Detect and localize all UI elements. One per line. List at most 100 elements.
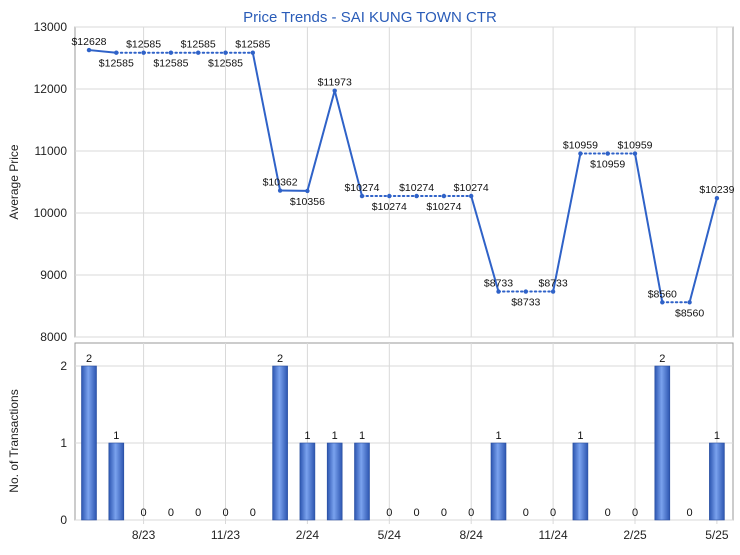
price-tick-label: 13000 (34, 20, 68, 34)
price-point (196, 51, 200, 55)
transaction-count-label: 0 (141, 507, 147, 519)
transaction-count-label: 1 (304, 430, 310, 442)
transaction-count-label: 1 (113, 430, 119, 442)
price-data-label: $8733 (538, 278, 567, 290)
chart-title: Price Trends - SAI KUNG TOWN CTR (243, 9, 497, 26)
price-point (469, 194, 473, 198)
transactions-plot-frame (75, 343, 733, 520)
price-data-label: $8560 (648, 288, 677, 300)
price-data-label: $10274 (399, 182, 434, 194)
x-tick-label: 5/25 (705, 528, 729, 542)
transaction-count-label: 1 (495, 430, 501, 442)
price-tick-label: 11000 (35, 144, 68, 158)
transactions-tick-label: 0 (60, 513, 67, 527)
transaction-count-label: 0 (632, 507, 638, 519)
price-data-label: $12585 (99, 58, 134, 70)
transaction-bar (355, 443, 370, 520)
x-tick-label: 2/25 (623, 528, 647, 542)
transaction-count-label: 0 (414, 507, 420, 519)
price-point (387, 194, 391, 198)
transaction-bar (82, 366, 97, 520)
price-data-label: $12628 (71, 36, 106, 48)
price-data-label: $10959 (590, 159, 625, 171)
price-data-label: $12585 (153, 58, 188, 70)
price-point (715, 196, 719, 200)
price-data-label: $10274 (372, 201, 407, 213)
transaction-count-label: 0 (386, 507, 392, 519)
transaction-count-label: 0 (550, 507, 556, 519)
transaction-bar (327, 443, 342, 520)
price-point (578, 151, 582, 155)
price-point (278, 188, 282, 192)
price-point (360, 194, 364, 198)
transaction-count-label: 1 (577, 430, 583, 442)
price-point (169, 51, 173, 55)
price-panel: 8000 9000 10000 11000 12000 13000$12628 $12585… (34, 20, 735, 344)
transaction-count-label: 2 (86, 353, 92, 365)
price-data-label: $10959 (617, 140, 652, 152)
price-data-label: $8733 (511, 297, 540, 309)
transaction-count-label: 0 (687, 507, 693, 519)
price-point (414, 194, 418, 198)
price-data-label: $12585 (208, 58, 243, 70)
price-data-label: $10239 (699, 184, 734, 196)
transaction-count-label: 0 (441, 507, 447, 519)
price-point (114, 51, 118, 55)
x-tick-label: 2/24 (296, 528, 320, 542)
transaction-count-label: 1 (359, 430, 365, 442)
transaction-count-label: 2 (659, 353, 665, 365)
transactions-panel: 0 1 2 8/23 11/23 2/24 5/24 8/24 11/24 2/25 5/25 2 1 0… (60, 343, 733, 542)
price-point (524, 289, 528, 293)
price-point (551, 289, 555, 293)
transaction-count-label: 0 (168, 507, 174, 519)
transaction-bar (273, 366, 288, 520)
price-data-label: $10274 (344, 182, 379, 194)
x-tick-label: 8/23 (132, 528, 156, 542)
transaction-count-label: 0 (468, 507, 474, 519)
price-data-label: $11973 (318, 77, 352, 89)
x-tick-label: 5/24 (378, 528, 402, 542)
price-tick-label: 9000 (40, 268, 67, 282)
transactions-axis-label: No. of Transactions (7, 389, 21, 492)
transaction-count-label: 0 (222, 507, 228, 519)
price-point (496, 289, 500, 293)
transaction-count-label: 1 (332, 430, 338, 442)
price-point (251, 51, 255, 55)
transaction-count-label: 0 (250, 507, 256, 519)
price-data-label: $10362 (263, 177, 298, 189)
price-point (442, 194, 446, 198)
x-tick-label: 11/23 (211, 528, 240, 542)
price-point (606, 151, 610, 155)
x-tick-label: 11/24 (539, 528, 568, 542)
price-data-label: $10274 (426, 201, 461, 213)
transaction-bar (491, 443, 506, 520)
price-data-label: $10274 (454, 182, 489, 194)
price-point (660, 300, 664, 304)
price-data-label: $10356 (290, 196, 325, 208)
transaction-bar (109, 443, 124, 520)
price-data-label: $8560 (675, 307, 704, 319)
transaction-count-label: 0 (523, 507, 529, 519)
transaction-bar (573, 443, 588, 520)
price-tick-label: 12000 (34, 82, 68, 96)
price-tick-label: 8000 (40, 330, 67, 344)
price-point (223, 51, 227, 55)
transaction-count-label: 0 (605, 507, 611, 519)
price-data-label: $8733 (484, 278, 513, 290)
price-axis-label: Average Price (7, 144, 21, 219)
x-tick-label: 8/24 (460, 528, 484, 542)
price-point (87, 48, 91, 52)
price-data-label: $10959 (563, 140, 598, 152)
price-point (333, 88, 337, 92)
price-tick-label: 10000 (34, 206, 68, 220)
price-point (141, 51, 145, 55)
transactions-tick-label: 1 (60, 436, 67, 450)
transactions-tick-label: 2 (60, 359, 67, 373)
price-data-label: $12585 (181, 39, 216, 51)
transaction-bar (655, 366, 670, 520)
transaction-bar (709, 443, 724, 520)
transaction-bar (300, 443, 315, 520)
price-point (633, 151, 637, 155)
